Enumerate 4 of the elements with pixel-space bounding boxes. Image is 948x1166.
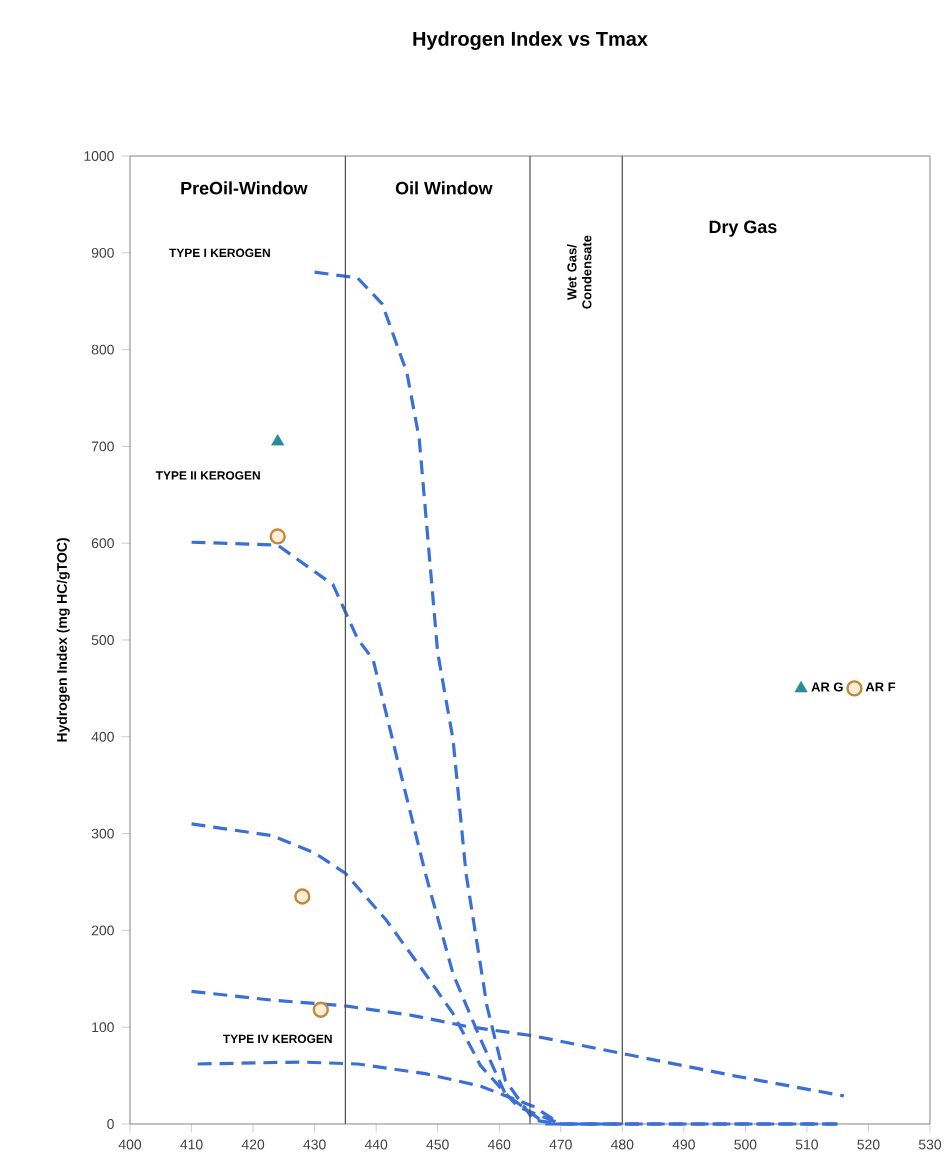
chart-title: Hydrogen Index vs Tmax [413,31,648,50]
annotation: PreOil-Window [181,181,308,195]
annotation: Dry Gas [709,220,777,237]
annotation: Oil Window [395,181,493,195]
